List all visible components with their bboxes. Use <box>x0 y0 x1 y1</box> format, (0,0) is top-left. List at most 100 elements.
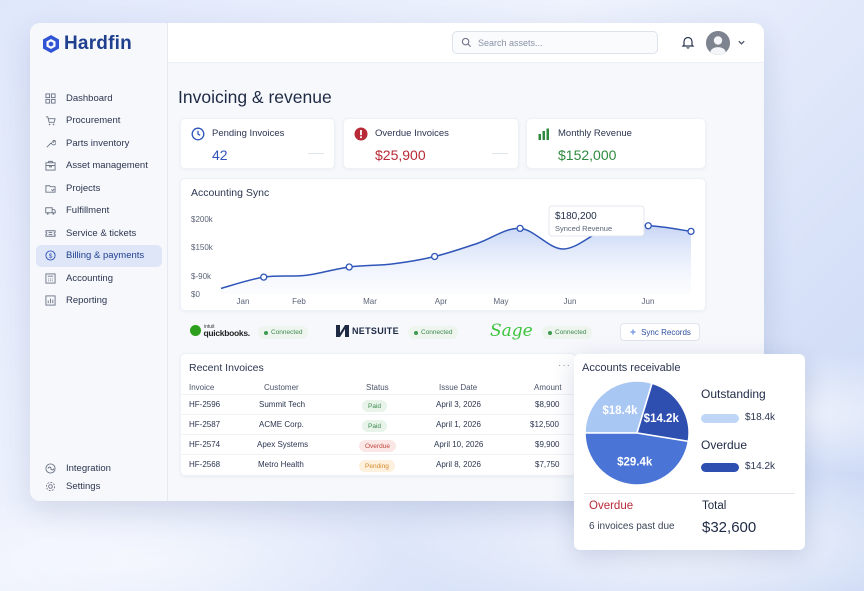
table-row[interactable]: HF-2568 Metro Health Pending April 8, 20… <box>181 454 575 474</box>
y-tick-label: $-90k <box>191 272 212 281</box>
pie-slice-label: $18.4k <box>602 405 638 417</box>
invoice-id: HF-2568 <box>189 460 221 469</box>
stat-value: $25,900 <box>375 147 426 163</box>
hardfin-logo-icon <box>43 35 59 53</box>
overdue-summary-title: Overdue <box>589 500 634 512</box>
search-input[interactable]: Search assets... <box>452 31 658 54</box>
status-badge: Pending <box>359 460 395 472</box>
alert-icon <box>354 127 368 141</box>
stat-card-overdue[interactable]: Overdue Invoices $25,900 <box>343 118 519 169</box>
cart-icon <box>45 116 56 126</box>
sidebar-item-parts-inventory[interactable]: Parts inventory <box>36 132 162 155</box>
total-title: Total <box>702 500 727 512</box>
ticket-icon <box>45 230 56 237</box>
accounting-sync-card: Accounting Sync $200k $150k $-90k $0 Jan Feb… <box>180 178 706 311</box>
data-point[interactable] <box>430 252 439 261</box>
pie-slice[interactable] <box>584 380 653 434</box>
dollar-icon: $ <box>45 250 56 261</box>
sidebar-item-billing-payments[interactable]: $ Billing & payments <box>36 244 162 267</box>
data-point[interactable] <box>345 263 353 271</box>
x-tick-label: Jun <box>564 297 577 306</box>
invoice-id: HF-2574 <box>189 440 221 449</box>
amount: $7,750 <box>535 460 560 469</box>
issue-date: April 10, 2026 <box>434 440 484 449</box>
receivable-pie: $18.4k $14.2k $29.4k <box>584 380 690 486</box>
sidebar-item-label: Parts inventory <box>66 137 130 149</box>
sync-area <box>221 225 691 294</box>
topbar: Search assets... <box>168 23 764 63</box>
customer: Summit Tech <box>259 400 306 409</box>
recent-invoices-card: Recent Invoices ··· Invoice Customer Sta… <box>180 353 576 476</box>
more-menu-icon[interactable]: ··· <box>558 360 571 371</box>
sidebar-item-dashboard[interactable]: Dashboard <box>36 87 162 110</box>
sidebar-item-fulfillment[interactable]: Fulfillment <box>36 200 162 223</box>
box-icon <box>45 161 56 171</box>
status-text: Connected <box>421 329 453 336</box>
avatar[interactable] <box>706 31 730 55</box>
issue-date: April 3, 2026 <box>436 400 481 409</box>
pie-slice[interactable] <box>584 432 690 486</box>
sidebar-item-label: Fulfillment <box>66 205 110 217</box>
table-row[interactable]: HF-2596 Summit Tech Paid April 3, 2026 $… <box>181 394 575 414</box>
sidebar-item-projects[interactable]: Projects <box>36 177 162 200</box>
search-icon <box>461 37 472 48</box>
data-point[interactable] <box>644 222 652 230</box>
data-point[interactable] <box>516 224 524 233</box>
stat-divider <box>492 153 508 154</box>
issue-date: April 1, 2026 <box>436 420 481 429</box>
y-tick-label: $0 <box>191 290 200 299</box>
stat-label: Overdue Invoices <box>375 128 449 139</box>
chevron-down-icon[interactable] <box>737 38 746 47</box>
pie-slice[interactable] <box>636 382 690 443</box>
legend-outstanding-swatch <box>701 414 739 423</box>
stat-card-revenue[interactable]: Monthly Revenue $152,000 <box>526 118 706 169</box>
sidebar-item-asset-management[interactable]: Asset management <box>36 155 162 178</box>
table-row[interactable]: HF-2587 ACME Corp. Paid April 1, 2026 $1… <box>181 414 575 434</box>
sidebar-item-label: Dashboard <box>66 92 113 104</box>
sidebar-item-settings[interactable]: Settings <box>36 477 162 495</box>
invoice-id: HF-2587 <box>189 420 221 429</box>
main-content: Invoicing & revenue <box>168 63 764 501</box>
y-tick-label: $200k <box>191 215 214 224</box>
stat-divider <box>308 153 324 154</box>
logo[interactable]: Hardfin <box>42 33 132 55</box>
wrench-icon <box>46 139 56 148</box>
x-tick-label: Jun <box>642 297 655 306</box>
dashboard-icon <box>45 93 56 104</box>
sidebar-item-accounting[interactable]: Accounting <box>36 267 162 290</box>
divider <box>584 493 795 494</box>
sidebar-item-service-tickets[interactable]: Service & tickets <box>36 222 162 245</box>
netsuite-name: NETSUITE <box>352 326 399 336</box>
legend-overdue-title: Overdue <box>701 438 748 452</box>
clock-icon <box>191 127 205 141</box>
sidebar-item-integration[interactable]: Integration <box>36 459 162 477</box>
legend-overdue-swatch <box>701 463 739 472</box>
tooltip-value: $180,200 <box>555 211 597 222</box>
chart-tooltip: $180,200 Synced Revenue <box>548 205 645 237</box>
total-value: $32,600 <box>702 519 757 536</box>
quickbooks-small: intuit <box>204 324 215 330</box>
col-customer: Customer <box>264 383 299 392</box>
sync-records-label: Sync Records <box>641 327 691 337</box>
data-point[interactable] <box>260 273 268 281</box>
amount: $8,900 <box>535 400 560 409</box>
svg-text:$: $ <box>49 253 53 260</box>
amount: $9,900 <box>535 440 560 449</box>
sidebar-item-procurement[interactable]: Procurement <box>36 110 162 133</box>
sidebar-item-reporting[interactable]: Reporting <box>36 290 162 313</box>
x-tick-label: Jan <box>237 297 250 306</box>
table-row[interactable]: HF-2574 Apex Systems Overdue April 10, 2… <box>181 434 575 454</box>
sage-status: Connected <box>542 326 593 339</box>
sidebar-item-label: Accounting <box>66 272 114 284</box>
stat-card-pending[interactable]: Pending Invoices 42 <box>180 118 335 169</box>
search-placeholder: Search assets... <box>478 37 543 48</box>
y-tick-label: $150k <box>191 243 214 252</box>
data-point[interactable] <box>687 227 695 236</box>
sidebar-item-label: Settings <box>66 480 101 492</box>
sync-chart: $200k$150k$-90k$0 Jan Feb Mar Apr May Jun Jun … <box>191 205 695 306</box>
sidebar-bottom-nav: Integration Settings <box>36 459 162 495</box>
sync-icon <box>629 328 637 336</box>
sync-records-button[interactable]: Sync Records <box>620 323 700 341</box>
bell-icon[interactable] <box>681 35 695 49</box>
legend-overdue-value: $14.2k <box>745 461 776 472</box>
